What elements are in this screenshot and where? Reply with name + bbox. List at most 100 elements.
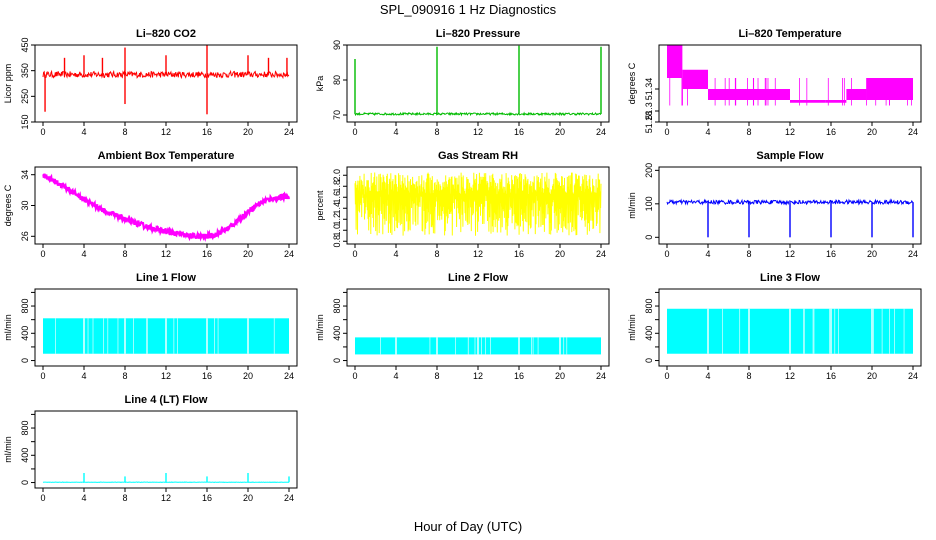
panel-ylabel: percent <box>315 190 325 221</box>
series-pressure <box>354 45 602 117</box>
series-line <box>354 172 602 236</box>
x-tick-label: 4 <box>81 249 86 259</box>
x-tick-label: 16 <box>826 371 836 381</box>
panel-title: Line 3 Flow <box>760 272 820 284</box>
x-tick-label: 8 <box>746 127 751 137</box>
x-tick-label: 20 <box>243 249 253 259</box>
y-tick-label: 0 <box>20 358 30 363</box>
x-tick-label: 24 <box>908 371 918 381</box>
y-tick-label: 0 <box>332 358 342 363</box>
x-tick-label: 24 <box>596 127 606 137</box>
x-tick-label: 24 <box>596 249 606 259</box>
x-tick-label: 8 <box>122 127 127 137</box>
y-tick-label: 1.6 <box>332 191 342 204</box>
panels: Li–820 CO2 Licor ppm 0 4 8 12 16 20 24 150 250 350 4… <box>3 28 922 503</box>
x-tick-label: 16 <box>514 249 524 259</box>
y-tick-label: 51.28 <box>644 111 654 134</box>
panel-ylabel: kPa <box>315 76 325 92</box>
y-tick-label: 800 <box>644 299 654 314</box>
panel-line2: Line 2 Flow ml/min 0 4 8 12 16 20 24 0 400 800 <box>315 272 610 381</box>
panel-ylabel: ml/min <box>3 436 13 463</box>
y-tick-label: 400 <box>332 326 342 341</box>
band-segment <box>846 89 867 100</box>
x-tick-label: 0 <box>40 127 45 137</box>
panel-line3: Line 3 Flow ml/min 0 4 8 12 16 20 24 0 400 800 <box>627 272 922 381</box>
panel-ylabel: Licor ppm <box>3 64 13 104</box>
y-tick-label: 34 <box>20 170 30 180</box>
series-line <box>354 111 602 117</box>
series-ambient <box>42 173 291 242</box>
panel-ylabel: degrees C <box>3 184 13 226</box>
y-tick-label: 80 <box>332 75 342 85</box>
figure-title: SPL_090916 1 Hz Diagnostics <box>380 2 557 17</box>
x-tick-label: 20 <box>867 371 877 381</box>
x-tick-label: 20 <box>243 127 253 137</box>
series-temperature <box>667 45 913 106</box>
x-tick-label: 12 <box>785 127 795 137</box>
x-tick-label: 8 <box>434 371 439 381</box>
x-tick-label: 24 <box>284 127 294 137</box>
y-tick-label: 250 <box>20 89 30 104</box>
panel-title: Ambient Box Temperature <box>98 150 235 162</box>
panel-title: Li–820 Temperature <box>738 28 841 40</box>
x-tick-label: 4 <box>705 249 710 259</box>
x-tick-label: 4 <box>393 249 398 259</box>
x-tick-label: 8 <box>122 371 127 381</box>
y-tick-label: 1.8 <box>332 180 342 193</box>
x-tick-label: 12 <box>161 493 171 503</box>
x-tick-label: 0 <box>664 127 669 137</box>
y-tick-label: 1.4 <box>332 202 342 215</box>
y-tick-label: 0 <box>20 480 30 485</box>
x-tick-label: 8 <box>746 371 751 381</box>
panel-title: Li–820 Pressure <box>436 28 520 40</box>
x-tick-label: 12 <box>161 371 171 381</box>
series-co2 <box>42 45 290 115</box>
x-tick-label: 24 <box>284 249 294 259</box>
panel-co2: Li–820 CO2 Licor ppm 0 4 8 12 16 20 24 150 250 350 4… <box>3 28 298 137</box>
panel-title: Gas Stream RH <box>438 150 518 162</box>
x-tick-label: 24 <box>284 371 294 381</box>
panel-line1: Line 1 Flow ml/min 0 4 8 12 16 20 24 0 400 800 <box>3 272 298 381</box>
x-tick-label: 16 <box>514 127 524 137</box>
y-tick-label: 2.0 <box>332 169 342 182</box>
x-tick-label: 20 <box>867 127 877 137</box>
y-tick-label: 450 <box>20 37 30 52</box>
x-tick-label: 8 <box>122 493 127 503</box>
x-tick-label: 12 <box>473 127 483 137</box>
y-tick-label: 1.2 <box>332 213 342 226</box>
panel-sample: Sample Flow ml/min 0 4 8 12 16 20 24 0 100 200 <box>627 150 922 259</box>
y-tick-label: 400 <box>20 326 30 341</box>
x-tick-label: 4 <box>81 371 86 381</box>
panel-line4: Line 4 (LT) Flow ml/min 0 4 8 12 16 20 24 0 400 800 <box>3 394 298 503</box>
x-tick-label: 0 <box>352 249 357 259</box>
band-segment <box>708 89 790 100</box>
y-tick-label: 400 <box>644 326 654 341</box>
panel-ylabel: degrees C <box>627 62 637 104</box>
x-tick-label: 24 <box>908 249 918 259</box>
x-tick-label: 16 <box>202 371 212 381</box>
y-tick-label: 350 <box>20 63 30 78</box>
x-tick-label: 20 <box>243 493 253 503</box>
y-tick-label: 0.8 <box>332 235 342 248</box>
x-tick-label: 12 <box>161 249 171 259</box>
x-tick-label: 8 <box>434 127 439 137</box>
panel-ambient: Ambient Box Temperature degrees C 0 4 8 12 16 2… <box>3 150 298 259</box>
x-tick-label: 24 <box>284 493 294 503</box>
y-tick-label: 30 <box>20 200 30 210</box>
x-tick-label: 4 <box>81 127 86 137</box>
y-tick-label: 200 <box>644 163 654 178</box>
x-tick-label: 20 <box>555 127 565 137</box>
x-tick-label: 16 <box>826 249 836 259</box>
y-tick-label: 400 <box>20 448 30 463</box>
x-tick-label: 16 <box>826 127 836 137</box>
band-segment <box>790 100 826 103</box>
x-tick-label: 4 <box>705 371 710 381</box>
y-tick-label: 800 <box>332 299 342 314</box>
x-tick-label: 4 <box>393 371 398 381</box>
x-tick-label: 16 <box>202 127 212 137</box>
x-tick-label: 16 <box>202 249 212 259</box>
series-line4 <box>42 473 290 484</box>
panel-title: Line 4 (LT) Flow <box>125 394 208 406</box>
x-tick-label: 4 <box>81 493 86 503</box>
